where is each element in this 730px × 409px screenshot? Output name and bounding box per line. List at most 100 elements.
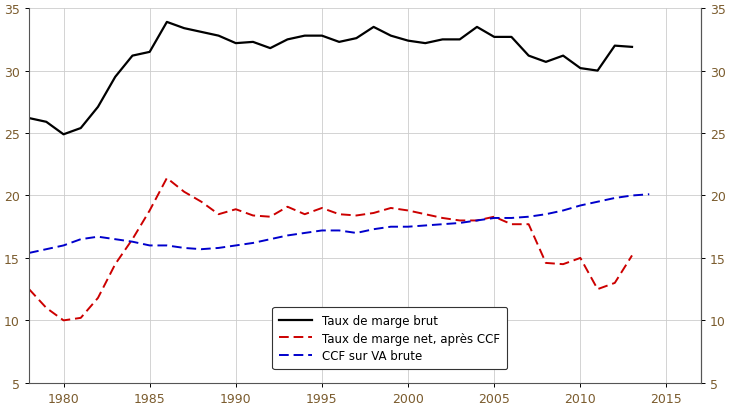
Taux de marge net, après CCF (352, 213, 361, 218)
Taux de marge brut (214, 34, 223, 39)
Taux de marge brut (42, 120, 50, 125)
Taux de marge brut (610, 44, 619, 49)
Taux de marge net, après CCF (558, 262, 567, 267)
Taux de marge net, après CCF (180, 190, 188, 195)
Taux de marge net, après CCF (300, 212, 309, 217)
Taux de marge brut (558, 54, 567, 59)
Taux de marge brut (352, 36, 361, 41)
Taux de marge net, après CCF (111, 262, 120, 267)
CCF sur VA brute (369, 227, 378, 232)
Taux de marge brut (386, 34, 395, 39)
Taux de marge net, après CCF (472, 218, 481, 223)
Taux de marge brut (507, 35, 516, 40)
Taux de marge brut (524, 54, 533, 59)
Taux de marge brut (197, 30, 206, 35)
Taux de marge brut (249, 40, 258, 45)
Line: CCF sur VA brute: CCF sur VA brute (29, 195, 649, 253)
CCF sur VA brute (111, 237, 120, 242)
CCF sur VA brute (386, 225, 395, 229)
CCF sur VA brute (507, 216, 516, 221)
Taux de marge net, après CCF (25, 287, 34, 292)
CCF sur VA brute (231, 243, 240, 248)
Taux de marge net, après CCF (610, 281, 619, 285)
Taux de marge net, après CCF (249, 213, 258, 218)
Taux de marge brut (111, 75, 120, 80)
Taux de marge net, après CCF (231, 207, 240, 212)
Taux de marge net, après CCF (576, 256, 585, 261)
Taux de marge net, après CCF (524, 222, 533, 227)
Taux de marge brut (335, 40, 344, 45)
Taux de marge brut (266, 47, 274, 52)
CCF sur VA brute (456, 221, 464, 226)
CCF sur VA brute (576, 204, 585, 209)
CCF sur VA brute (197, 247, 206, 252)
CCF sur VA brute (628, 193, 637, 198)
Taux de marge net, après CCF (77, 316, 85, 321)
Taux de marge net, après CCF (93, 296, 102, 301)
Taux de marge brut (576, 67, 585, 72)
Taux de marge net, après CCF (404, 209, 412, 213)
CCF sur VA brute (163, 243, 172, 248)
Taux de marge net, après CCF (335, 212, 344, 217)
Taux de marge net, après CCF (163, 176, 172, 181)
Taux de marge brut (128, 54, 137, 59)
CCF sur VA brute (593, 200, 602, 204)
CCF sur VA brute (335, 229, 344, 234)
Taux de marge brut (283, 38, 292, 43)
CCF sur VA brute (59, 243, 68, 248)
Taux de marge brut (145, 50, 154, 55)
Taux de marge net, après CCF (42, 306, 50, 310)
Taux de marge brut (438, 38, 447, 43)
Taux de marge net, après CCF (421, 212, 430, 217)
CCF sur VA brute (266, 237, 274, 242)
Taux de marge brut (456, 38, 464, 43)
CCF sur VA brute (558, 209, 567, 213)
Taux de marge brut (421, 42, 430, 47)
Taux de marge brut (593, 69, 602, 74)
Taux de marge brut (490, 35, 499, 40)
Taux de marge net, après CCF (438, 216, 447, 221)
CCF sur VA brute (128, 240, 137, 245)
Taux de marge net, après CCF (593, 287, 602, 292)
Taux de marge brut (369, 25, 378, 30)
CCF sur VA brute (214, 246, 223, 251)
CCF sur VA brute (93, 235, 102, 240)
CCF sur VA brute (610, 196, 619, 201)
Taux de marge net, après CCF (386, 206, 395, 211)
CCF sur VA brute (421, 223, 430, 228)
Taux de marge net, après CCF (542, 261, 550, 266)
Taux de marge brut (300, 34, 309, 39)
Taux de marge brut (472, 25, 481, 30)
Taux de marge net, après CCF (456, 218, 464, 223)
Taux de marge net, après CCF (145, 209, 154, 213)
CCF sur VA brute (180, 246, 188, 251)
CCF sur VA brute (645, 192, 653, 197)
Taux de marge net, après CCF (490, 215, 499, 220)
Taux de marge brut (318, 34, 326, 39)
Taux de marge brut (93, 105, 102, 110)
Taux de marge net, après CCF (318, 206, 326, 211)
Taux de marge brut (59, 133, 68, 137)
CCF sur VA brute (352, 231, 361, 236)
Taux de marge net, après CCF (283, 205, 292, 210)
Taux de marge net, après CCF (214, 212, 223, 217)
CCF sur VA brute (404, 225, 412, 229)
Taux de marge brut (77, 126, 85, 131)
CCF sur VA brute (318, 229, 326, 234)
CCF sur VA brute (145, 243, 154, 248)
Taux de marge net, après CCF (266, 215, 274, 220)
CCF sur VA brute (283, 234, 292, 238)
Taux de marge net, après CCF (628, 253, 637, 258)
CCF sur VA brute (490, 216, 499, 221)
CCF sur VA brute (542, 212, 550, 217)
Taux de marge net, après CCF (197, 200, 206, 204)
Taux de marge net, après CCF (369, 211, 378, 216)
Taux de marge net, après CCF (507, 222, 516, 227)
Taux de marge brut (628, 45, 637, 50)
Taux de marge net, après CCF (59, 318, 68, 323)
CCF sur VA brute (472, 218, 481, 223)
Taux de marge brut (25, 116, 34, 121)
Taux de marge brut (163, 20, 172, 25)
CCF sur VA brute (438, 222, 447, 227)
CCF sur VA brute (25, 251, 34, 256)
